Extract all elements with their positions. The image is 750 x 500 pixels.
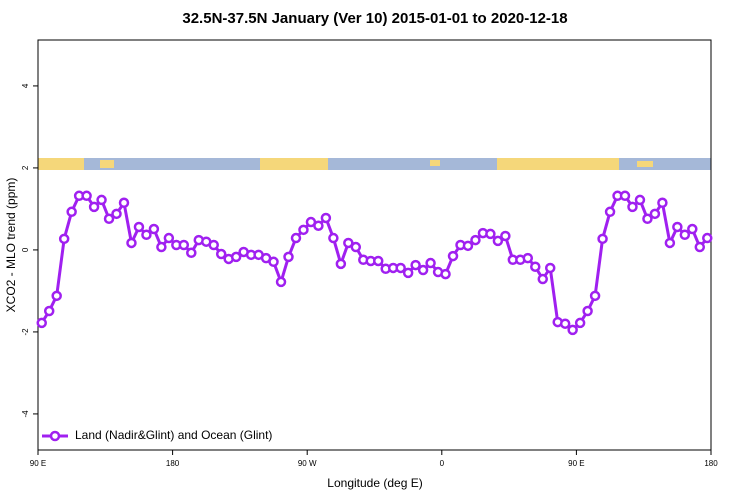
data-point	[402, 267, 414, 279]
data-point	[485, 228, 496, 240]
data-point	[417, 264, 429, 276]
data-point	[664, 237, 676, 249]
y-tick-label: 2	[21, 165, 30, 170]
data-point	[619, 190, 631, 202]
data-point	[702, 232, 713, 244]
data-point	[320, 212, 332, 224]
data-point	[559, 318, 571, 329]
data-point	[604, 206, 616, 218]
data-point	[88, 201, 100, 213]
data-point	[96, 194, 107, 206]
data-point	[350, 241, 362, 253]
data-point	[133, 221, 145, 233]
data-point	[574, 317, 586, 329]
data-point	[36, 317, 47, 329]
data-point	[410, 259, 421, 271]
y-tick-label: -2	[21, 328, 30, 336]
data-point	[118, 197, 130, 209]
data-point	[148, 223, 160, 235]
x-tick-label: 180	[166, 459, 180, 468]
land-ocean-strip	[38, 158, 711, 170]
data-point	[627, 201, 638, 213]
data-point	[343, 237, 354, 249]
data-point	[589, 290, 601, 302]
x-tick-label: 90 W	[298, 459, 317, 468]
data-point	[275, 276, 287, 288]
legend-marker	[49, 430, 61, 442]
data-point	[230, 251, 242, 263]
data-point	[642, 213, 653, 225]
data-point	[111, 208, 122, 220]
x-tick-label: 90 E	[568, 459, 584, 468]
data-point	[141, 229, 152, 240]
data-point	[447, 250, 459, 262]
legend-label: Land (Nadir&Glint) and Ocean (Glint)	[75, 428, 272, 442]
data-point	[58, 233, 70, 245]
data-point	[103, 213, 115, 225]
data-point	[372, 255, 384, 267]
data-point	[163, 232, 175, 244]
data-point	[186, 247, 197, 259]
data-point	[178, 239, 190, 251]
x-tick-label: 180	[704, 459, 718, 468]
data-point	[335, 258, 347, 270]
data-point	[313, 220, 324, 231]
x-tick-label: 0	[440, 459, 445, 468]
y-tick-label: 4	[21, 83, 30, 88]
data-point	[500, 230, 511, 242]
data-point	[634, 194, 646, 206]
x-axis-label: Longitude (deg E)	[327, 476, 422, 490]
y-axis-label: XCO2 - MLO trend (ppm)	[4, 178, 18, 313]
data-point	[530, 261, 541, 272]
data-point	[567, 324, 578, 336]
data-point	[492, 235, 504, 247]
data-point	[462, 240, 474, 252]
data-point	[283, 251, 294, 263]
data-point	[544, 262, 556, 274]
data-point	[440, 268, 451, 280]
data-point	[672, 221, 683, 233]
data-point	[649, 208, 661, 220]
data-point	[156, 241, 167, 253]
data-point	[66, 206, 77, 218]
data-point	[43, 305, 55, 317]
data-point	[582, 305, 593, 317]
data-point	[208, 239, 219, 251]
data-point	[328, 232, 339, 244]
data-point	[395, 262, 406, 274]
data-point	[298, 224, 309, 236]
chart-title: 32.5N-37.5N January (Ver 10) 2015-01-01 …	[182, 10, 567, 27]
data-point	[470, 234, 481, 246]
y-tick-label: 0	[21, 247, 30, 252]
data-point	[657, 197, 668, 209]
data-point	[81, 190, 92, 202]
data-point	[694, 241, 706, 253]
data-point	[597, 233, 608, 245]
data-point	[126, 237, 137, 249]
data-point	[215, 248, 227, 260]
y-tick-label: -4	[21, 410, 30, 418]
data-point	[290, 232, 302, 244]
data-point	[687, 223, 698, 235]
data-point	[522, 252, 534, 264]
x-tick-label: 90 E	[30, 459, 46, 468]
data-point	[679, 229, 691, 240]
plot-frame	[37, 39, 712, 451]
data-point	[537, 273, 548, 285]
data-point	[268, 256, 279, 268]
data-point	[425, 257, 436, 269]
data-point	[51, 290, 62, 302]
